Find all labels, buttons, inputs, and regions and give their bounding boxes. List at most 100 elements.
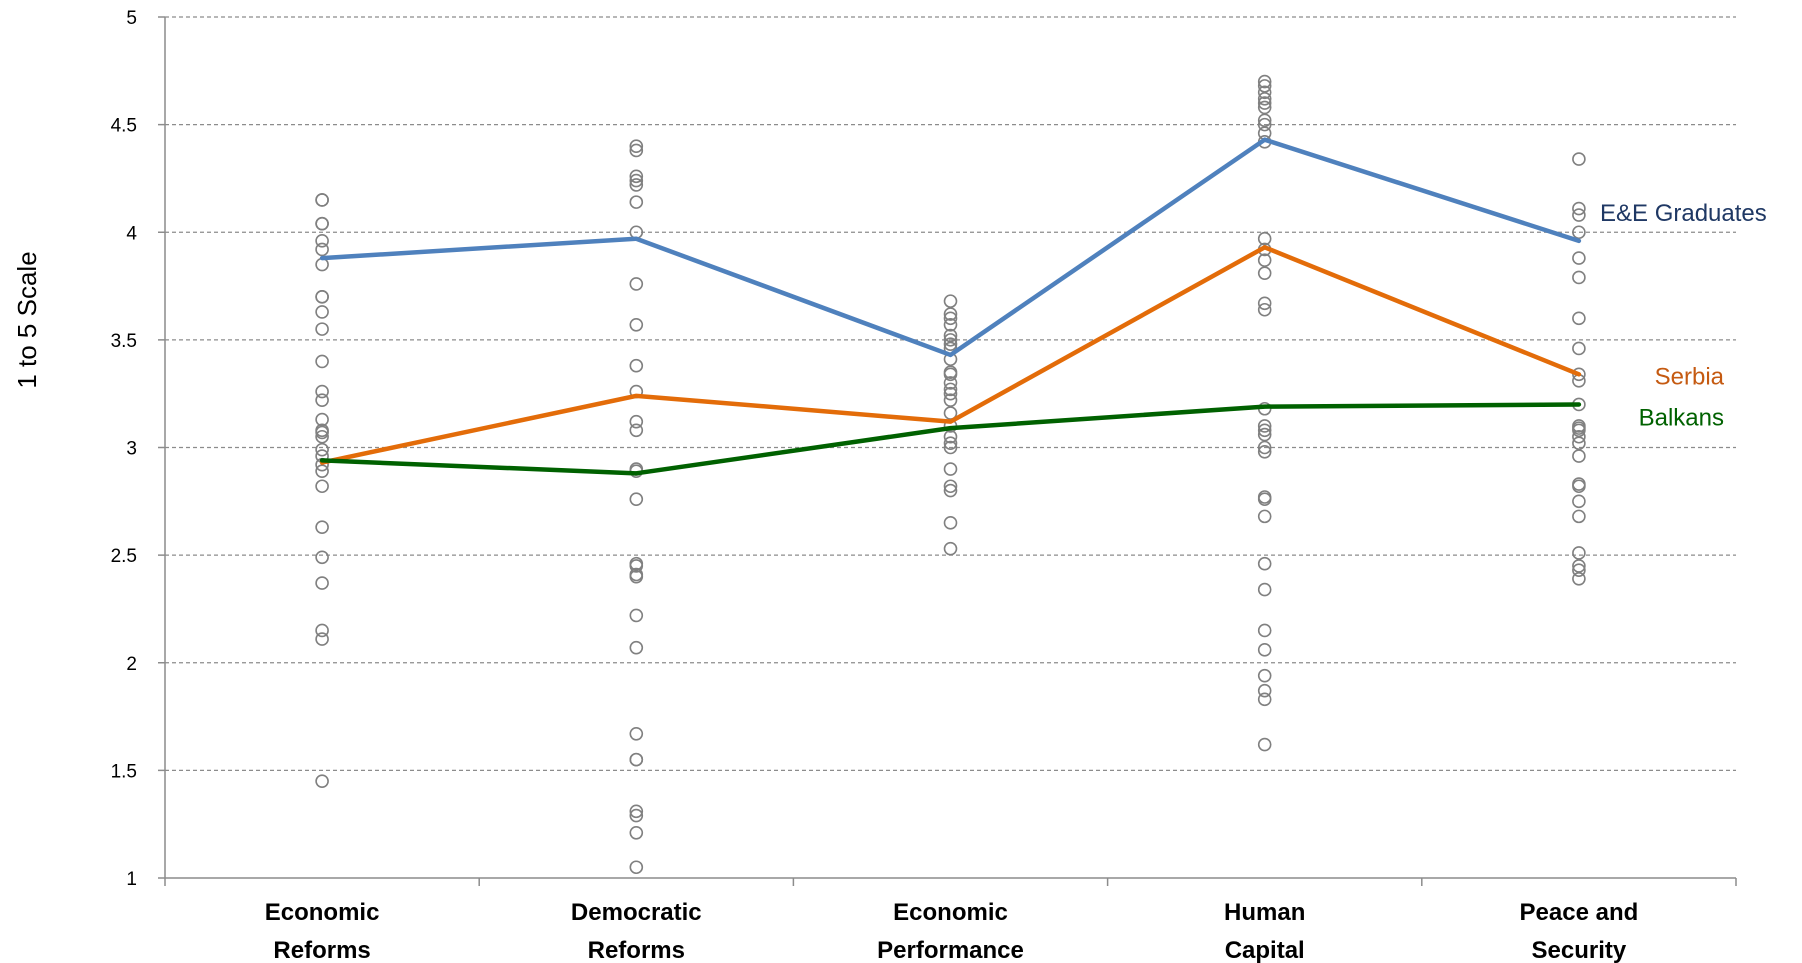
- scatter-point: [943, 386, 958, 401]
- scatter-point: [943, 328, 958, 343]
- scatter-point: [943, 318, 958, 332]
- y-axis-title: 1 to 5 Scale: [12, 251, 42, 388]
- scatter-point: [629, 804, 644, 819]
- scatter-point: [1257, 692, 1272, 707]
- scatter-point: [943, 382, 958, 397]
- scatter-point: [1257, 302, 1272, 317]
- scatter-point: [629, 143, 644, 158]
- scatter-point: [1257, 445, 1272, 459]
- scatter-point: [1257, 74, 1272, 89]
- scatter-point: [315, 234, 329, 248]
- scatter-point: [1572, 311, 1586, 326]
- scatter-point: [629, 640, 644, 655]
- scatter-point: [629, 277, 644, 291]
- series-label: Balkans: [1639, 404, 1724, 431]
- scatter-point: [315, 576, 329, 590]
- series-line: [319, 402, 1582, 476]
- scatter-point: [943, 333, 958, 347]
- series-label: Serbia: [1655, 363, 1725, 390]
- scatter-point: [1572, 341, 1586, 356]
- scatter-point: [315, 623, 329, 638]
- scatter-point: [315, 216, 329, 231]
- scatter-point: [629, 358, 644, 373]
- scatter-point: [1257, 91, 1272, 106]
- scatter-point: [1572, 225, 1586, 240]
- x-tick-label: Economic Reforms: [265, 899, 380, 963]
- scatter-point: [1572, 423, 1586, 438]
- scatter-point: [1257, 253, 1272, 268]
- scatter-point: [1257, 623, 1272, 638]
- scatter-point: [1572, 201, 1586, 216]
- scatter-point: [629, 752, 644, 767]
- scatter-point: [629, 559, 644, 573]
- scatter-point: [315, 242, 329, 257]
- scatter-point: [1257, 427, 1272, 442]
- scatter-point: [315, 479, 329, 494]
- scatter-point: [315, 464, 329, 478]
- scatter-point: [629, 492, 644, 506]
- scatter-point: [943, 376, 958, 390]
- y-tick-label: 5: [126, 8, 137, 29]
- scatter-point: [943, 483, 958, 498]
- scatter-point: [1257, 582, 1272, 597]
- y-tick-label: 4.5: [111, 116, 137, 137]
- y-tick-label: 1: [126, 869, 137, 890]
- scatter-point: [1257, 100, 1272, 115]
- scatter-point: [315, 322, 329, 336]
- x-tick-labels: Economic Reforms Democratic Reforms Economic…: [265, 899, 1639, 963]
- scatter-point: [315, 442, 329, 457]
- x-tick-label: Peace and Security: [1520, 899, 1639, 963]
- scatter-point: [943, 294, 958, 308]
- x-tick-label: Democratic Reforms: [571, 899, 702, 963]
- scatter-point: [629, 808, 644, 823]
- scatter-point: [943, 337, 958, 351]
- scatter-point: [1257, 266, 1272, 280]
- scatter-point: [1257, 231, 1272, 246]
- scatter-point: [1257, 117, 1272, 132]
- scatter-point: [629, 726, 644, 741]
- scatter-point: [1257, 509, 1272, 524]
- scatter-point: [315, 550, 329, 565]
- scatter-point: [1572, 208, 1586, 222]
- series-lines: [319, 137, 1582, 476]
- scatter-point: [1257, 492, 1272, 506]
- series-label: E&E Graduates: [1600, 200, 1767, 227]
- scatter-point: [315, 193, 329, 207]
- scatter-point: [315, 425, 329, 440]
- scatter-point: [629, 414, 644, 429]
- scatter-point: [1572, 449, 1586, 463]
- series-line: [319, 245, 1582, 465]
- y-tick-label: 4: [126, 223, 137, 244]
- scatter-point: [1572, 429, 1586, 444]
- scatter-point: [629, 178, 644, 192]
- series-line: [319, 137, 1582, 358]
- y-tick-labels: 1 1.5 2 2.5 3 3.5 4 4.5 5: [111, 8, 138, 890]
- y-tick-label: 3.5: [111, 331, 137, 352]
- scatter-point: [629, 860, 644, 875]
- series-labels: E&E Graduates Serbia Balkans: [1600, 200, 1767, 431]
- scatter-point: [315, 632, 329, 646]
- scatter-point: [315, 393, 329, 407]
- scatter-point: [1257, 96, 1272, 110]
- scatter-point: [1572, 509, 1586, 524]
- scatter-point: [629, 569, 644, 584]
- scatter-point: [943, 516, 958, 530]
- scatter-point: [1257, 79, 1272, 93]
- scatter-point: [1572, 270, 1586, 285]
- scatter-point: [943, 429, 958, 444]
- scatter-point: [315, 774, 329, 788]
- axes: [158, 16, 1737, 886]
- scatter-point: [315, 305, 329, 319]
- scatter-point: [315, 520, 329, 534]
- scatter-point: [1572, 546, 1586, 560]
- scatter-point: [315, 429, 329, 444]
- scatter-point: [943, 367, 958, 382]
- scatter-point: [629, 195, 644, 209]
- scatter-point: [315, 384, 329, 399]
- scatter-point: [1257, 737, 1272, 752]
- x-tick-label: Economic Performance: [877, 899, 1024, 963]
- scatter-points: [315, 74, 1586, 875]
- scatter-point: [943, 393, 958, 407]
- scatter-point: [629, 139, 644, 153]
